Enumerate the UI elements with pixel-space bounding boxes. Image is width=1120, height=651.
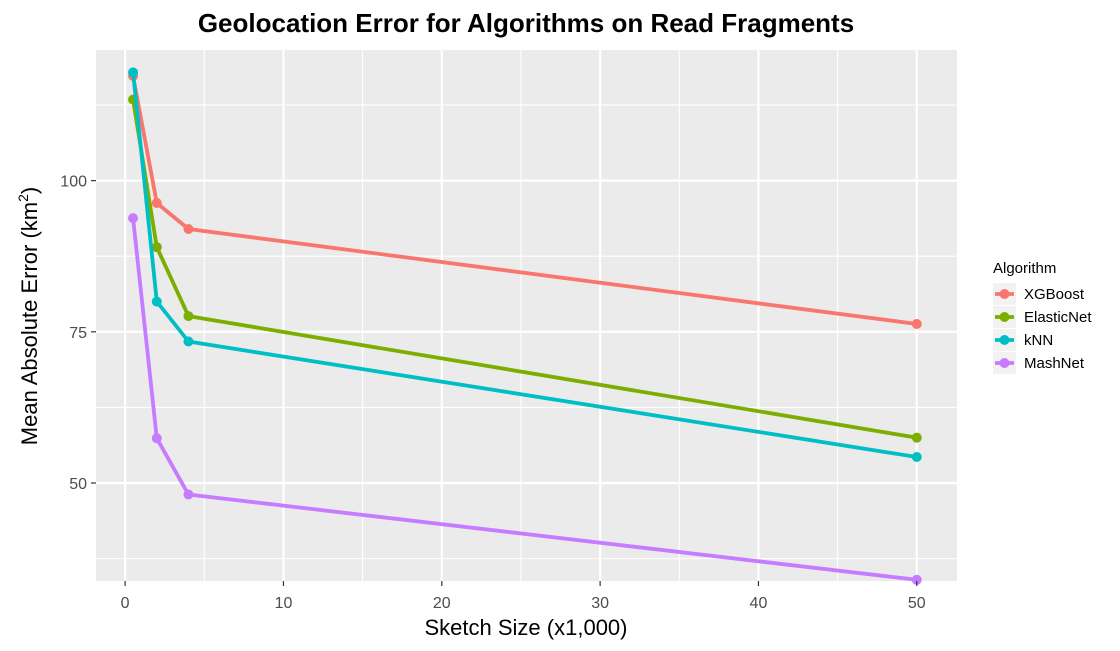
data-point-xgboost: [911, 318, 922, 329]
x-tick-label: 30: [591, 595, 609, 612]
grid-major: [96, 50, 957, 581]
y-tick-label: 50: [69, 476, 87, 493]
data-point-xgboost: [151, 198, 162, 209]
plot-panel: [96, 50, 957, 581]
legend-label-knn: kNN: [1024, 332, 1053, 349]
series-line-mashnet: [131, 217, 918, 582]
data-point-knn: [128, 67, 139, 78]
legend-key-point-xgboost: [999, 289, 1010, 299]
data-point-elasticnet: [183, 311, 194, 322]
legend-key-point-mashnet: [999, 358, 1010, 368]
y-tick-label: 75: [69, 325, 87, 342]
data-point-knn: [183, 336, 194, 347]
x-tick-label: 10: [275, 595, 293, 612]
x-axis-title: Sketch Size (x1,000): [425, 615, 628, 640]
legend-label-elasticnet: ElasticNet: [1024, 309, 1092, 326]
data-point-elasticnet: [151, 242, 162, 253]
series-line-xgboost: [131, 75, 918, 326]
series-layer: [128, 67, 922, 585]
legend-label-xgboost: XGBoost: [1024, 286, 1085, 303]
data-point-xgboost: [183, 224, 194, 235]
data-point-mashnet: [128, 213, 139, 224]
y-axis-title: Mean Absolute Error (km2): [15, 187, 42, 445]
data-point-knn: [151, 296, 162, 307]
chart-title: Geolocation Error for Algorithms on Read…: [198, 8, 854, 38]
x-tick-label: 20: [433, 595, 451, 612]
data-point-mashnet: [911, 574, 922, 585]
x-tick-label: 0: [121, 595, 130, 612]
data-point-mashnet: [183, 489, 194, 500]
y-axis: 50 75 100: [60, 174, 96, 493]
legend-key-point-knn: [999, 335, 1010, 345]
y-axis-title-superscript: 2: [15, 194, 31, 202]
data-point-elasticnet: [911, 432, 922, 443]
x-axis: 0 10 20 30 40 50: [121, 581, 926, 612]
y-axis-title-end: ): [17, 187, 42, 194]
y-tick-label: 100: [60, 174, 87, 191]
data-point-knn: [911, 452, 922, 463]
series-line-knn: [131, 72, 918, 459]
legend-title: Algorithm: [993, 260, 1056, 277]
x-tick-label: 40: [750, 595, 768, 612]
legend-key-point-elasticnet: [999, 312, 1010, 322]
x-tick-label: 50: [908, 595, 926, 612]
y-axis-title-text: Mean Absolute Error (km: [17, 202, 42, 445]
legend: Algorithm XGBoost ElasticNet kNN MashNet: [993, 260, 1092, 374]
data-point-mashnet: [151, 433, 162, 444]
legend-label-mashnet: MashNet: [1024, 355, 1085, 372]
